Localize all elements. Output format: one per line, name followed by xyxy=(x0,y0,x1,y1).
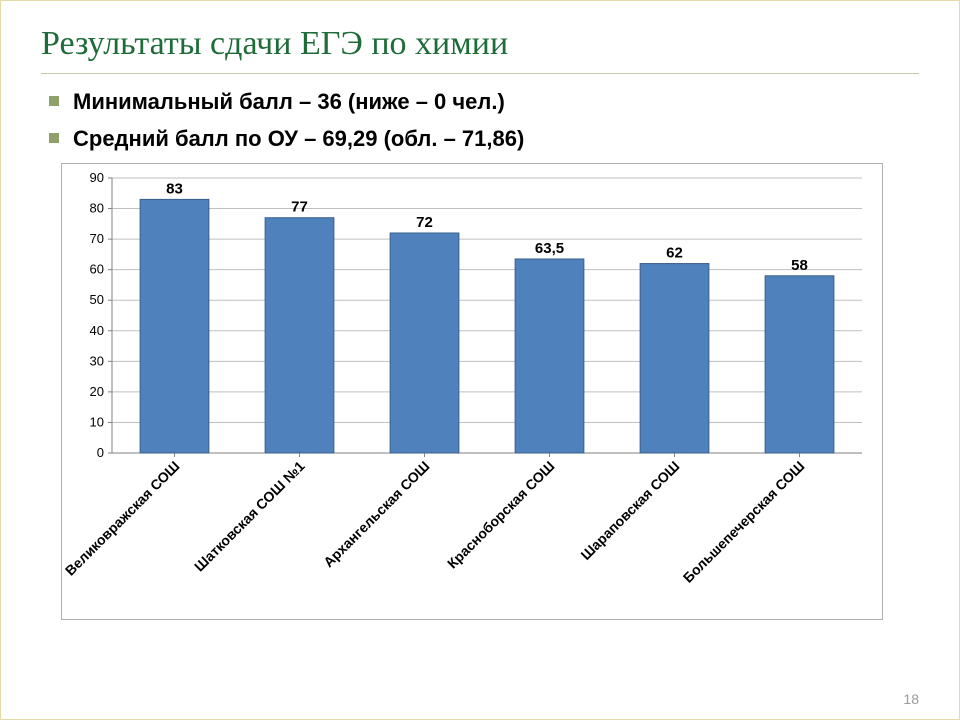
svg-text:40: 40 xyxy=(90,323,104,338)
svg-text:63,5: 63,5 xyxy=(535,240,564,257)
bullet-item: Средний балл по ОУ – 69,29 (обл. – 71,86… xyxy=(47,125,919,154)
svg-text:70: 70 xyxy=(90,231,104,246)
svg-text:72: 72 xyxy=(416,214,433,231)
svg-text:80: 80 xyxy=(90,201,104,216)
svg-text:20: 20 xyxy=(90,384,104,399)
svg-text:62: 62 xyxy=(666,245,683,262)
svg-text:Великовражская СОШ: Великовражская СОШ xyxy=(62,458,183,579)
svg-text:0: 0 xyxy=(97,445,104,460)
svg-text:Шатковская СОШ №1: Шатковская СОШ №1 xyxy=(191,458,308,575)
svg-text:60: 60 xyxy=(90,262,104,277)
svg-text:77: 77 xyxy=(291,199,308,216)
slide: Результаты сдачи ЕГЭ по химии Минимальны… xyxy=(0,0,960,720)
svg-text:Архангельская СОШ: Архангельская СОШ xyxy=(320,458,432,570)
svg-text:Большепечерская СОШ: Большепечерская СОШ xyxy=(680,458,808,586)
bullet-item: Минимальный балл – 36 (ниже – 0 чел.) xyxy=(47,88,919,117)
svg-text:83: 83 xyxy=(166,181,183,198)
page-number: 18 xyxy=(903,691,919,707)
bullet-list: Минимальный балл – 36 (ниже – 0 чел.) Ср… xyxy=(47,88,919,153)
svg-text:90: 90 xyxy=(90,170,104,185)
svg-text:50: 50 xyxy=(90,292,104,307)
slide-title: Результаты сдачи ЕГЭ по химии xyxy=(41,25,919,74)
bar-chart: 0 10 20 30 40 50 60 70 80 90 83 Великовражская СОШ 7… xyxy=(62,164,882,619)
svg-text:Шараповская СОШ: Шараповская СОШ xyxy=(577,458,682,563)
svg-text:58: 58 xyxy=(791,257,808,274)
svg-text:10: 10 xyxy=(90,415,104,430)
svg-text:Красноборская СОШ: Красноборская СОШ xyxy=(444,458,558,572)
chart-container: 0 10 20 30 40 50 60 70 80 90 83 Великовражская СОШ 7… xyxy=(61,163,883,620)
svg-text:30: 30 xyxy=(90,354,104,369)
